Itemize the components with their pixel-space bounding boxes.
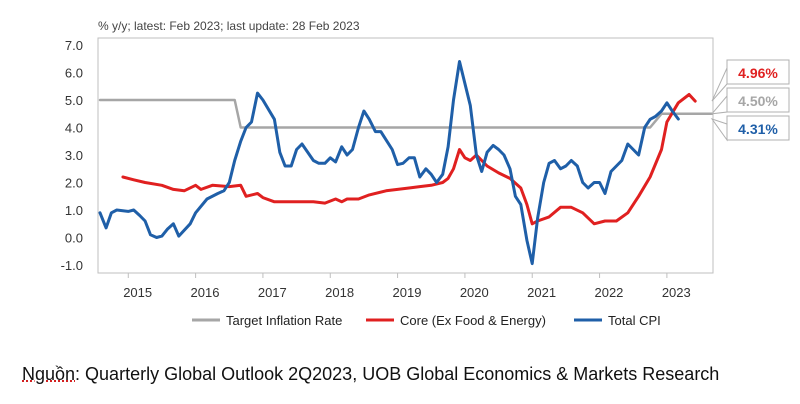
x-tick-label: 2023 (662, 285, 691, 300)
y-tick-label: 2.0 (65, 176, 83, 191)
x-tick-label: 2017 (258, 285, 287, 300)
callout-target-label: 4.50% (738, 93, 778, 109)
x-tick-label: 2021 (527, 285, 556, 300)
legend-core-label: Core (Ex Food & Energy) (400, 313, 546, 328)
y-tick-label: 5.0 (65, 93, 83, 108)
series-layer (98, 60, 714, 266)
chart-subtitle: % y/y; latest: Feb 2023; last update: 28… (98, 19, 360, 33)
x-tick-label: 2018 (325, 285, 354, 300)
x-tick-label: 2015 (123, 285, 152, 300)
y-tick-label: 4.0 (65, 121, 83, 136)
legend-target-label: Target Inflation Rate (226, 313, 342, 328)
y-tick-label: 7.0 (65, 38, 83, 53)
x-tick-label: 2022 (594, 285, 623, 300)
x-tick-label: 2020 (460, 285, 489, 300)
y-tick-label: 3.0 (65, 148, 83, 163)
callout-core-label: 4.96% (738, 65, 778, 81)
y-tick-label: 0.0 (65, 231, 83, 246)
x-tick-label: 2019 (393, 285, 422, 300)
callout-cpi-label: 4.31% (738, 121, 778, 137)
y-axis: 7.0 6.0 5.0 4.0 3.0 2.0 1.0 0.0 -1.0 (61, 38, 83, 273)
legend-cpi-label: Total CPI (608, 313, 661, 328)
y-tick-label: 1.0 (65, 203, 83, 218)
callout-cpi-box (726, 115, 790, 141)
callout-layer: 4.96% 4.50% 4.31% (710, 59, 790, 142)
callout-cpi-pointer (710, 118, 728, 142)
source-text: : Quarterly Global Outlook 2Q2023, UOB G… (75, 364, 720, 384)
total-cpi-line (98, 60, 680, 266)
core-inflation-line (121, 93, 697, 226)
source-label: Nguồn (22, 364, 76, 384)
callout-core-pointer (711, 67, 728, 102)
callout-core-box (726, 59, 790, 85)
y-tick-label: -1.0 (61, 258, 83, 273)
plot-frame (97, 37, 714, 274)
x-tick-label: 2016 (191, 285, 220, 300)
y-tick-label: 6.0 (65, 66, 83, 81)
x-axis: 2015 2016 2017 2018 2019 2020 2021 2022 2023 (98, 272, 713, 300)
target-inflation-line (98, 98, 714, 129)
legend: Target Inflation Rate Core (Ex Food & Ene… (192, 313, 661, 328)
callout-target-box (726, 87, 790, 113)
source-note: Nguồn: Quarterly Global Outlook 2Q2023, … (22, 364, 719, 385)
